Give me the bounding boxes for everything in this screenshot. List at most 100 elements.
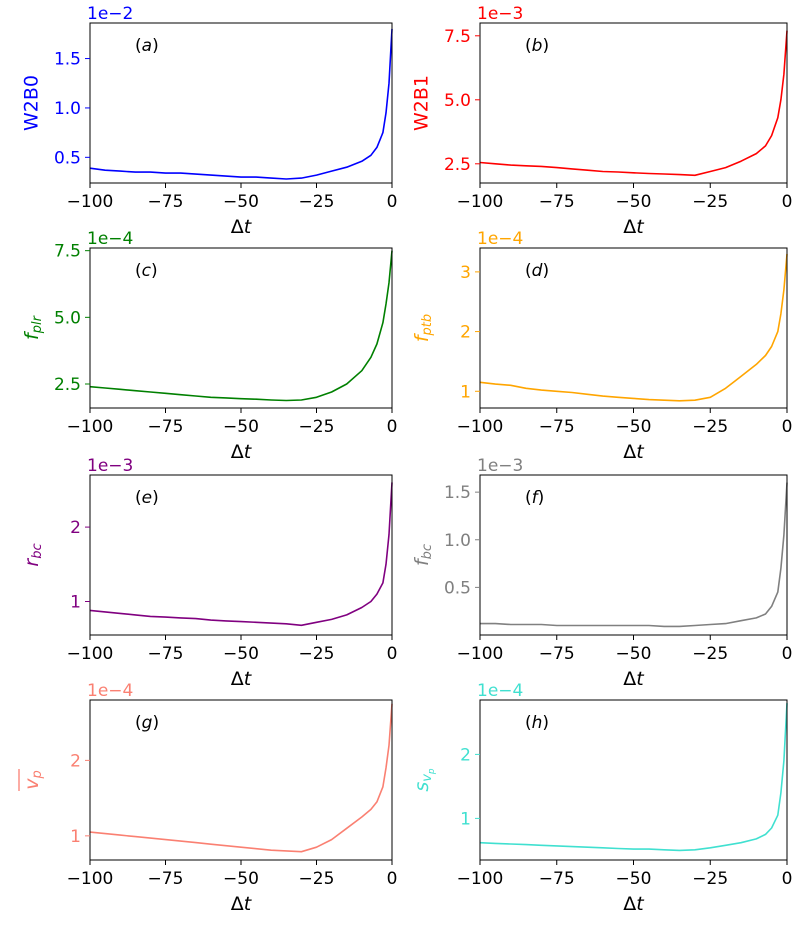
x-tick-label: 0: [387, 869, 398, 889]
y-axis-label: W2B0: [21, 75, 43, 131]
y-tick-label: 1: [460, 809, 471, 829]
x-tick-label: −100: [457, 192, 504, 212]
x-tick-label: −100: [67, 869, 114, 889]
x-tick-label: −25: [692, 192, 728, 212]
y-offset-exponent: 1e−4: [87, 681, 133, 701]
y-tick-label: 5.0: [54, 308, 81, 328]
x-tick-label: −100: [457, 644, 504, 664]
x-tick-label: −75: [148, 644, 184, 664]
series-line: [89, 703, 393, 853]
svg-text:rbc: rbc: [21, 543, 45, 566]
chart-panel-f: −100 −75 −50 −25 0 Δt 0.5 1.0 1.5 1e−3 fbc (f): [411, 456, 793, 690]
x-tick-label: −100: [457, 417, 504, 437]
y-tick-label: 3: [460, 263, 471, 283]
series-line: [479, 253, 788, 402]
x-tick-label: 0: [782, 192, 793, 212]
x-tick-label: 0: [387, 417, 398, 437]
y-tick-label: 0.5: [54, 148, 81, 168]
y-tick-label: 2.5: [54, 375, 81, 395]
svg-text:fptb: fptb: [411, 314, 435, 342]
y-tick-label: 0.5: [444, 578, 471, 598]
x-axis-label: Δt: [623, 893, 645, 915]
panel-label: (e): [135, 488, 159, 508]
panel-label: (f): [525, 488, 544, 508]
y-tick-label: 1: [70, 593, 81, 613]
svg-text:fbc: fbc: [411, 544, 435, 566]
x-tick-label: 0: [387, 644, 398, 664]
panel-label: (h): [525, 713, 549, 733]
x-tick-label: −25: [692, 644, 728, 664]
chart-panel-g: −100 −75 −50 −25 0 Δt 1 2 1e−4 vp (g): [18, 681, 398, 915]
y-axis-label: vp: [18, 769, 45, 791]
x-tick-label: −50: [223, 644, 259, 664]
svg-text:vp: vp: [21, 770, 45, 790]
x-tick-label: −25: [299, 644, 335, 664]
x-tick-label: −75: [539, 417, 575, 437]
x-tick-label: −75: [539, 192, 575, 212]
y-tick-label: 1: [460, 382, 471, 402]
x-axis-label: Δt: [231, 441, 253, 463]
y-offset-exponent: 1e−3: [477, 4, 523, 24]
y-tick-label: 1.5: [54, 50, 81, 70]
x-tick-label: 0: [782, 869, 793, 889]
panel-label: (g): [135, 713, 159, 733]
svg-text:fplr: fplr: [21, 314, 45, 340]
y-tick-label: 7.5: [54, 242, 81, 262]
x-tick-label: −75: [148, 869, 184, 889]
x-tick-label: −75: [539, 644, 575, 664]
x-axis-label: Δt: [623, 668, 645, 690]
x-axis-label: Δt: [231, 893, 253, 915]
svg-text:W2B1: W2B1: [411, 75, 433, 131]
panel-label: (c): [135, 261, 158, 281]
x-tick-label: −25: [692, 417, 728, 437]
y-offset-exponent: 1e−4: [477, 681, 523, 701]
x-tick-label: −50: [616, 869, 652, 889]
x-tick-label: −100: [67, 192, 114, 212]
x-tick-label: −100: [67, 417, 114, 437]
x-tick-label: −75: [539, 869, 575, 889]
svg-text:W2B0: W2B0: [21, 75, 43, 131]
x-tick-label: −75: [148, 192, 184, 212]
y-offset-exponent: 1e−3: [87, 456, 133, 476]
y-axis-label: fplr: [21, 314, 45, 340]
series-line: [89, 482, 393, 627]
series-line: [89, 28, 393, 180]
y-offset-exponent: 1e−4: [477, 229, 523, 249]
series-line: [89, 250, 393, 402]
series-line: [480, 482, 788, 628]
x-tick-label: 0: [782, 417, 793, 437]
series-line: [479, 703, 788, 852]
chart-panel-c: −100 −75 −50 −25 0 Δt 2.5 5.0 7.5 1e−4 fplr (c): [21, 229, 398, 463]
x-tick-label: −25: [299, 417, 335, 437]
x-tick-label: −50: [616, 644, 652, 664]
chart-panel-h: −100 −75 −50 −25 0 Δt 1 2 1e−4 svp (h): [411, 681, 793, 915]
y-axis-label: fbc: [411, 544, 435, 566]
y-offset-exponent: 1e−2: [87, 4, 133, 24]
x-axis-label: Δt: [623, 216, 645, 238]
y-tick-label: 1.0: [444, 531, 471, 551]
x-axis-label: Δt: [623, 441, 645, 463]
x-tick-label: −50: [223, 192, 259, 212]
y-tick-label: 2.5: [444, 155, 471, 175]
y-tick-label: 1.5: [444, 483, 471, 503]
x-tick-label: −25: [692, 869, 728, 889]
svg-text:svp: svp: [411, 768, 437, 792]
y-tick-label: 1.0: [54, 99, 81, 119]
y-tick-label: 5.0: [444, 91, 471, 111]
x-tick-label: 0: [782, 644, 793, 664]
chart-panel-d: −100 −75 −50 −25 0 Δt 1 2 3 1e−4 fptb (d): [411, 229, 793, 463]
chart-panel-b: −100 −75 −50 −25 0 Δt 2.5 5.0 7.5 1e−3 W2B1 (b): [411, 4, 793, 238]
y-axis-label: fptb: [411, 314, 435, 342]
chart-panel-e: −100 −75 −50 −25 0 Δt 1 2 1e−3 rbc (e): [21, 456, 398, 690]
y-tick-label: 2: [460, 323, 471, 343]
y-tick-label: 2: [70, 518, 81, 538]
y-axis-label: svp: [411, 768, 437, 792]
y-offset-exponent: 1e−4: [87, 229, 133, 249]
x-tick-label: −75: [148, 417, 184, 437]
y-axis-label: W2B1: [411, 75, 433, 131]
x-tick-label: −100: [67, 644, 114, 664]
x-tick-label: −50: [616, 417, 652, 437]
series-line: [479, 30, 788, 177]
x-axis-label: Δt: [231, 216, 253, 238]
x-tick-label: −25: [299, 869, 335, 889]
